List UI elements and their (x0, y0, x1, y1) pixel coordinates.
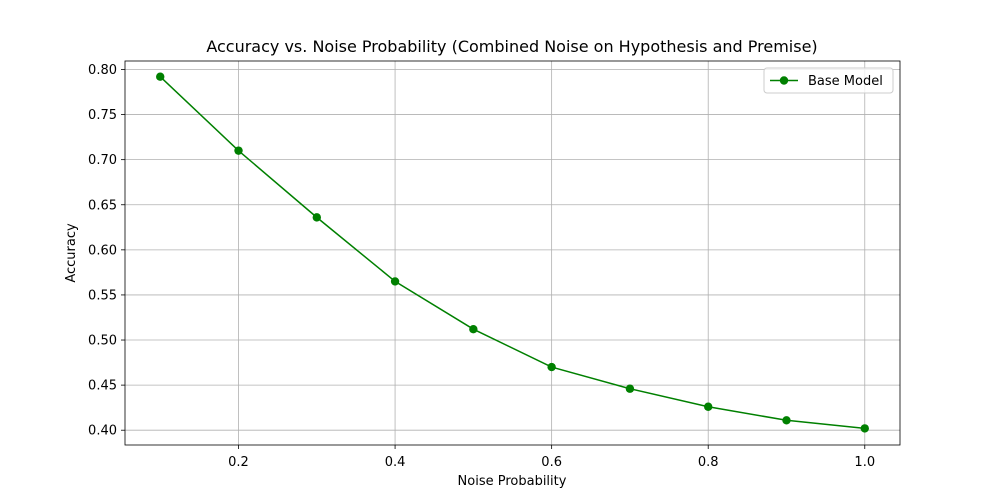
data-point (625, 384, 635, 393)
plot-frame (124, 60, 901, 446)
x-axis-label: Noise Probability (458, 474, 567, 489)
y-axis: 0.40 0.45 0.50 0.55 0.60 0.65 0.70 0.75 0.80 (88, 63, 125, 439)
y-tick-label: 0.65 (88, 198, 117, 213)
data-point (547, 362, 556, 372)
data-point (156, 72, 165, 81)
series-line (159, 76, 865, 430)
data-point (234, 146, 243, 155)
y-tick-label: 0.70 (88, 153, 117, 168)
x-tick-label: 1.0 (854, 455, 875, 470)
data-point (782, 416, 791, 425)
x-axis: 0.2 0.4 0.6 0.8 1.0 (228, 445, 875, 470)
data-point (312, 213, 321, 222)
y-tick-label: 0.45 (88, 379, 117, 394)
data-point (860, 424, 869, 433)
y-tick-label: 0.50 (88, 334, 117, 349)
legend-marker (779, 76, 789, 85)
y-tick-label: 0.55 (88, 288, 117, 303)
grid (125, 61, 900, 445)
y-axis-label: Accuracy (64, 223, 79, 283)
data-point (704, 402, 713, 411)
x-tick-label: 0.2 (228, 455, 249, 470)
y-tick-label: 0.60 (88, 243, 117, 258)
legend: Base Model (763, 67, 894, 94)
y-tick-label: 0.80 (88, 63, 117, 78)
x-tick-label: 0.6 (541, 455, 562, 470)
data-point (390, 277, 400, 286)
y-tick-label: 0.40 (88, 424, 117, 439)
axes-spines (124, 60, 901, 446)
x-tick-label: 0.4 (385, 455, 406, 470)
legend-box (763, 67, 894, 94)
y-tick-label: 0.75 (88, 108, 117, 123)
x-tick-label: 0.8 (698, 455, 719, 470)
chart-title: Accuracy vs. Noise Probability (Combined… (206, 37, 817, 56)
data-point (469, 325, 478, 334)
series-layer (156, 72, 869, 433)
legend-label: Base Model (808, 74, 883, 89)
